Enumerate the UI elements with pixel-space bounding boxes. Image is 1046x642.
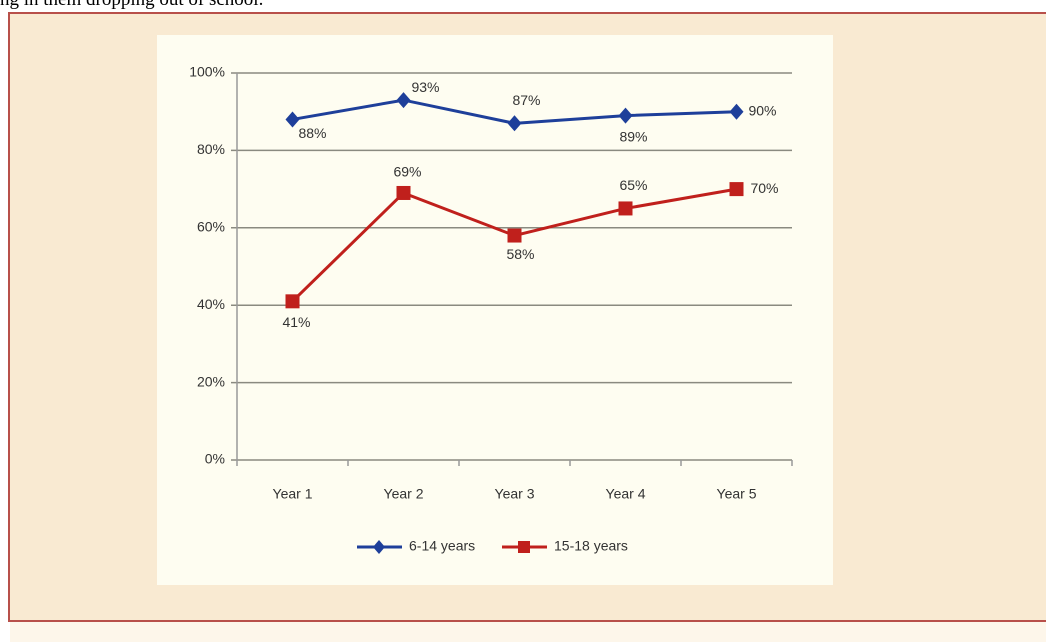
marker	[729, 103, 744, 120]
marker	[618, 107, 633, 124]
data-label: 70%	[750, 180, 778, 196]
marker	[618, 201, 633, 216]
content-bottom	[10, 622, 1046, 642]
marker	[285, 111, 300, 128]
data-label: 65%	[619, 177, 647, 193]
chart: 0% 20% 40% 60% 80% 100% Year 1 Year 2 Year 3 Year…	[157, 35, 833, 585]
x-tick-label: Year 4	[606, 486, 646, 502]
marker	[507, 115, 522, 132]
legend-label: 6-14 years	[409, 538, 475, 554]
y-tick-label: 20%	[197, 373, 225, 389]
data-label: 93%	[411, 79, 439, 95]
marker	[507, 228, 522, 243]
data-label: 88%	[298, 125, 326, 141]
data-label: 69%	[393, 164, 421, 180]
x-tick-label: Year 2	[384, 486, 424, 502]
data-label: 58%	[506, 246, 534, 262]
legend-marker	[373, 540, 385, 554]
y-tick-label: 100%	[189, 64, 225, 80]
data-label: 87%	[512, 92, 540, 108]
marker	[396, 185, 411, 200]
chart-background	[157, 35, 833, 585]
y-tick-label: 40%	[197, 296, 225, 312]
intro-text: ng in them dropping out of school.	[0, 0, 263, 11]
y-tick-label: 80%	[197, 141, 225, 157]
y-tick-label: 60%	[197, 219, 225, 235]
data-label: 89%	[619, 128, 647, 144]
y-tick-label: 0%	[205, 451, 225, 467]
x-tick-label: Year 3	[495, 486, 535, 502]
legend-label: 15-18 years	[554, 538, 628, 554]
data-label: 41%	[282, 314, 310, 330]
legend-marker	[518, 541, 530, 553]
marker	[396, 92, 411, 109]
x-tick-label: Year 5	[717, 486, 757, 502]
data-label: 90%	[748, 102, 776, 118]
x-tick-label: Year 1	[273, 486, 313, 502]
marker	[285, 294, 300, 309]
marker	[729, 182, 744, 197]
